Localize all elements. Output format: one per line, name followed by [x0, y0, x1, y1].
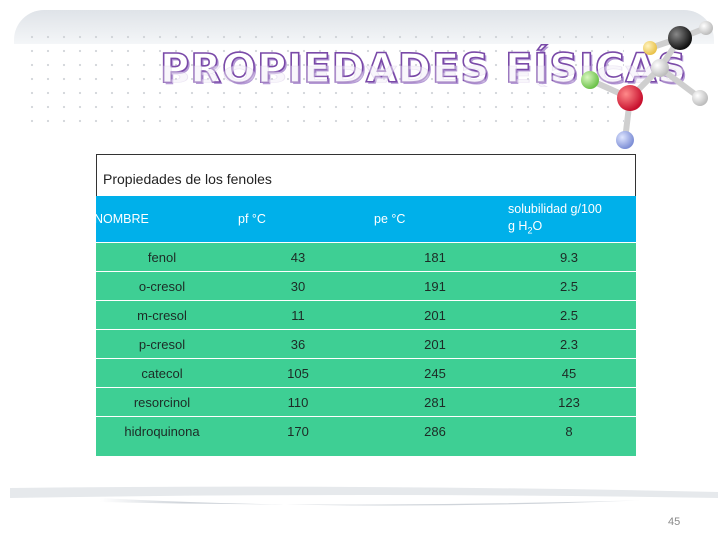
table-caption-row: Propiedades de los fenoles — [96, 154, 636, 198]
cell-solubilidad: 2.5 — [559, 308, 579, 323]
cell-pf: 30 — [290, 279, 306, 294]
cell-nombre: o-cresol — [138, 279, 186, 294]
cell-pf: 110 — [287, 395, 309, 410]
cell-pe: 286 — [424, 424, 446, 439]
cell-pe: 245 — [424, 366, 446, 381]
cell-solubilidad: 2.5 — [559, 279, 579, 294]
cell-pf: 170 — [287, 424, 309, 439]
molecule-model-icon — [581, 21, 713, 149]
header-solubilidad: solubilidad g/100 g H2O — [508, 201, 602, 240]
cell-pe: 201 — [424, 337, 446, 352]
header-pe: pe °C — [374, 212, 406, 226]
cell-pe: 201 — [424, 308, 446, 323]
header-nombre: NOMBRE — [94, 212, 149, 226]
page-number: 45 — [668, 516, 681, 528]
table-caption: Propiedades de los fenoles — [103, 171, 272, 187]
cell-nombre: fenol — [147, 250, 177, 265]
cell-nombre: m-cresol — [137, 308, 187, 323]
table-header-row: NOMBRE pf °C pe °C solubilidad g/100 g H… — [94, 196, 636, 242]
table-body: fenol 43 181 9.3 o-cresol 30 191 2.5 m-c… — [96, 242, 636, 456]
cell-solubilidad: 45 — [561, 366, 577, 381]
cell-nombre: hidroquinona — [124, 424, 200, 439]
cell-solubilidad: 8 — [565, 424, 573, 439]
cell-nombre: catecol — [141, 366, 183, 381]
cell-pf: 105 — [287, 366, 309, 381]
cell-nombre: resorcinol — [133, 395, 191, 410]
header-solubilidad-unit-sub: 2 — [527, 225, 533, 236]
table-row: resorcinol 110 281 123 — [96, 387, 636, 417]
table-row: hidroquinona 170 286 8 — [96, 416, 636, 446]
table-row: o-cresol 30 191 2.5 — [96, 271, 636, 301]
bottom-decorative-swoosh — [10, 486, 718, 506]
cell-solubilidad: 123 — [558, 395, 580, 410]
table-row: m-cresol 11 201 2.5 — [96, 300, 636, 330]
header-solubilidad-unit-post: O — [532, 219, 543, 233]
cell-solubilidad: 9.3 — [559, 250, 579, 265]
header-solubilidad-main: solubilidad g/100 — [508, 202, 602, 216]
phenol-properties-table: Propiedades de los fenoles NOMBRE pf °C … — [94, 154, 636, 456]
cell-pf: 36 — [290, 337, 306, 352]
title-area: PROPIEDADES FÍSICAS PROPIEDADES FÍSICAS — [159, 45, 687, 116]
table-row: fenol 43 181 9.3 — [96, 242, 636, 272]
table-row: catecol 105 245 45 — [96, 358, 636, 388]
cell-solubilidad: 2.3 — [559, 337, 579, 352]
header-solubilidad-unit-pre: g H — [508, 219, 528, 233]
table-row: p-cresol 36 201 2.3 — [96, 329, 636, 359]
cell-pe: 281 — [424, 395, 446, 410]
cell-pf: 43 — [290, 250, 306, 265]
dot-pattern-background — [24, 30, 624, 130]
cell-pe: 181 — [424, 250, 446, 265]
cell-pe: 191 — [424, 279, 446, 294]
cell-nombre: p-cresol — [138, 337, 186, 352]
header-pf: pf °C — [238, 212, 266, 226]
cell-pf: 11 — [291, 308, 305, 323]
